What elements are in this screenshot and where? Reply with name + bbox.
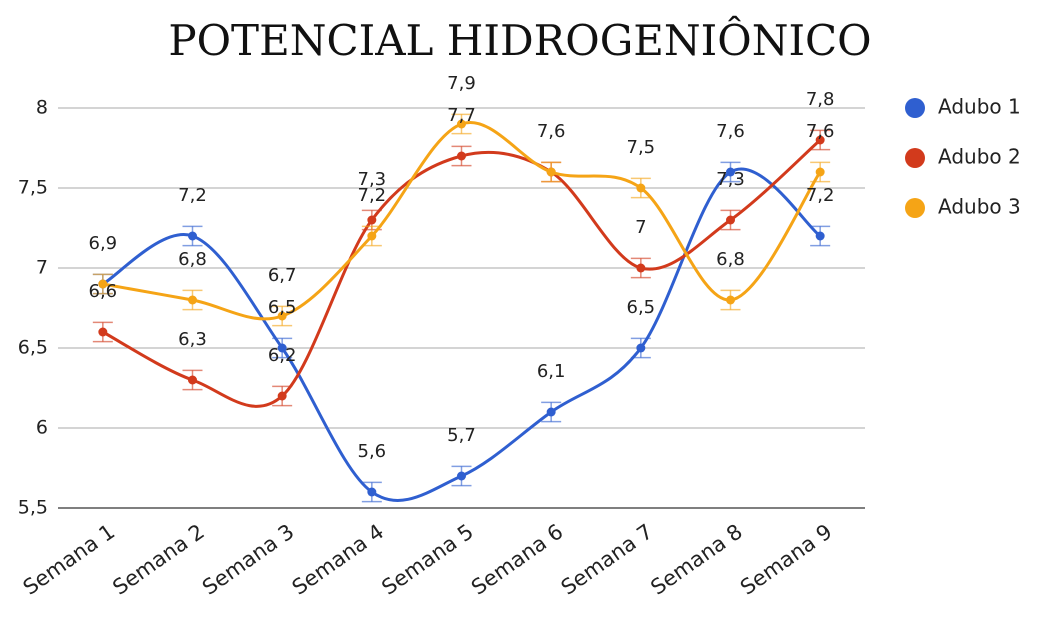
x-tick-label: Semana 7 (557, 519, 657, 599)
data-label: 5,7 (447, 425, 476, 446)
point (277, 343, 287, 353)
point (98, 279, 108, 289)
x-tick-label: Semana 4 (288, 519, 388, 599)
data-label: 6,2 (268, 345, 297, 366)
data-label: 7,2 (178, 185, 207, 206)
y-tick-label: 7 (36, 257, 48, 279)
point (636, 263, 646, 273)
data-label: 7 (635, 217, 646, 238)
series-line (102, 138, 822, 408)
data-label: 7,3 (716, 169, 745, 190)
data-label: 7,9 (447, 73, 476, 94)
data-label: 7,6 (537, 121, 566, 142)
x-tick-label: Semana 6 (467, 519, 567, 599)
point (457, 151, 466, 161)
x-tick-label: Semana 8 (646, 519, 746, 599)
data-label: 6,7 (268, 265, 297, 286)
legend-marker (905, 98, 925, 118)
data-label: 7,8 (806, 89, 835, 110)
point (636, 343, 646, 353)
legend-label: Adubo 2 (938, 145, 1021, 169)
data-label: 7,5 (627, 137, 656, 158)
data-label: 6,5 (627, 297, 656, 318)
x-tick-label: Semana 1 (19, 519, 119, 599)
point (726, 295, 735, 305)
data-label: 6,6 (89, 281, 118, 302)
data-label: 6,8 (178, 249, 207, 270)
point (815, 135, 825, 145)
data-label: 7,2 (806, 185, 835, 206)
x-tick-label: Semana 5 (377, 519, 477, 599)
data-label: 7,7 (447, 105, 476, 126)
point (815, 231, 825, 241)
y-tick-label: 8 (36, 97, 48, 119)
point (277, 311, 287, 321)
y-tick-label: 6,5 (18, 337, 48, 359)
y-tick-label: 7,5 (18, 177, 48, 199)
y-tick-label: 6 (36, 417, 48, 439)
x-tick-label: Semana 3 (198, 519, 298, 599)
x-tick-label: Semana 9 (736, 519, 836, 599)
legend-label: Adubo 1 (938, 95, 1021, 119)
data-label: 5,6 (358, 441, 387, 462)
point (636, 183, 646, 193)
point (98, 327, 108, 337)
data-label: 6,1 (537, 361, 566, 382)
y-tick-label: 5,5 (18, 497, 48, 519)
data-label: 7,6 (716, 121, 745, 142)
series-line (102, 167, 822, 502)
data-label: 6,9 (89, 233, 118, 254)
legend-marker (905, 148, 925, 168)
point (277, 391, 287, 401)
point (815, 167, 825, 177)
point (188, 231, 197, 241)
point (188, 375, 197, 385)
x-tick-label: Semana 2 (108, 519, 208, 599)
point (726, 215, 735, 225)
data-label: 7,6 (806, 121, 835, 142)
point (546, 167, 556, 177)
data-label: 6,5 (268, 297, 297, 318)
data-label: 7,3 (358, 169, 387, 190)
chart-title: POTENCIAL HIDROGENIÔNICO (168, 15, 871, 65)
legend-marker (905, 198, 925, 218)
point (726, 167, 735, 177)
point (457, 471, 466, 481)
legend-label: Adubo 3 (938, 195, 1021, 219)
point (188, 295, 197, 305)
series-line (102, 120, 822, 321)
point (367, 215, 377, 225)
data-label: 6,8 (716, 249, 745, 270)
point (457, 119, 466, 129)
point (367, 231, 377, 241)
point (546, 407, 556, 417)
data-label: 7,2 (358, 185, 387, 206)
point (367, 487, 377, 497)
data-label: 6,3 (178, 329, 207, 350)
